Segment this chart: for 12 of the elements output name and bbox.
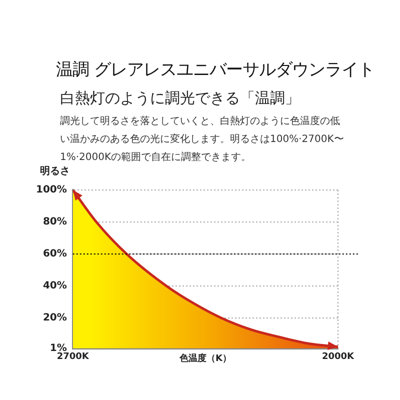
chart-subtitle: 白熱灯のように調光できる「温調」: [60, 89, 300, 108]
text: 調光して明るさを落としていくと、白熱灯のように色温度の低い温かみのある色の光に変化します。明るさは100%·2700K〜1%·2000Kの範囲で自在に調整できます。: [60, 114, 345, 165]
x-tick-label: 2000K: [322, 352, 356, 362]
y-tick-label: 20%: [42, 312, 67, 324]
y-tick-label: 80%: [42, 216, 67, 228]
y-tick-label: 40%: [42, 280, 67, 292]
chart-title: 温調 グレアレスユニバーサルダウンライト: [56, 59, 374, 81]
y-tick-label: 60%: [42, 248, 67, 260]
x-axis-title: 色温度（K）: [178, 352, 232, 364]
y-axis-title: 明るさ: [40, 165, 70, 177]
y-tick-label: 100%: [36, 184, 67, 196]
x-tick-label: 2700K: [56, 352, 90, 362]
